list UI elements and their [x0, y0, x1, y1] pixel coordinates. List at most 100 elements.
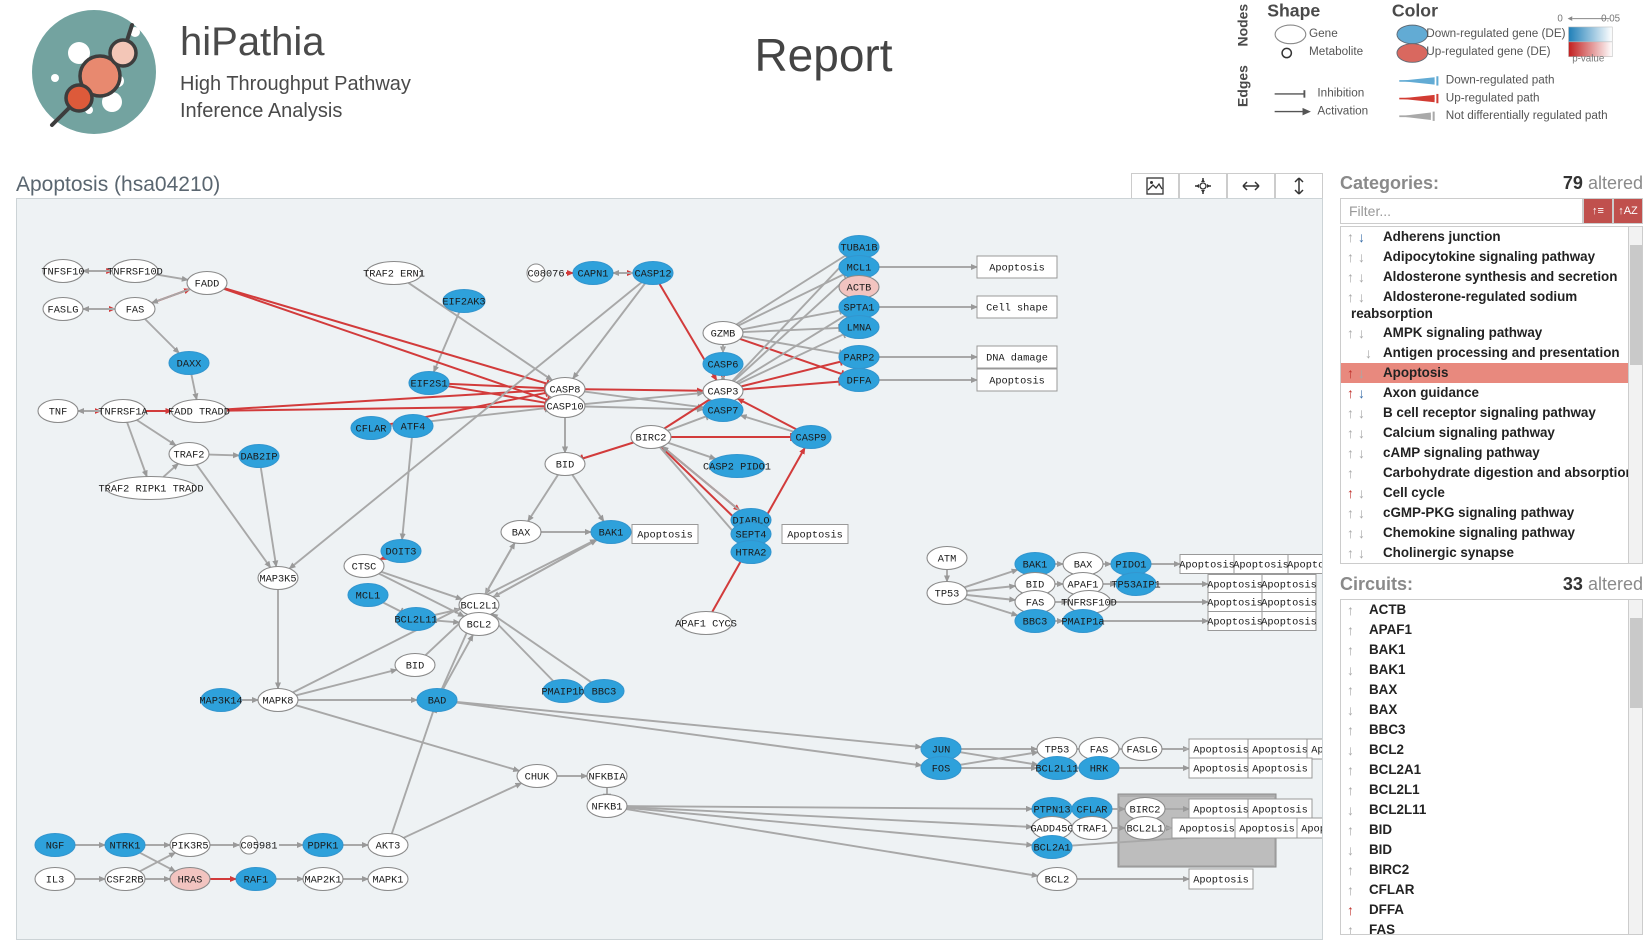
svg-text:EIF2AK3: EIF2AK3 [442, 297, 485, 309]
svg-text:LMNA: LMNA [847, 323, 873, 335]
svg-text:PTPN13: PTPN13 [1033, 805, 1070, 817]
svg-text:Apoptosis: Apoptosis [787, 530, 843, 542]
svg-text:BID: BID [406, 661, 425, 673]
svg-text:HTRA2: HTRA2 [736, 548, 767, 560]
svg-text:BAK1: BAK1 [599, 528, 624, 540]
svg-text:TRAF2: TRAF2 [174, 450, 205, 462]
svg-text:Apoptosis: Apoptosis [1252, 745, 1308, 757]
svg-text:PIK3R5: PIK3R5 [171, 841, 208, 853]
svg-text:TP53: TP53 [1045, 745, 1070, 757]
svg-text:APAF1 CYCS: APAF1 CYCS [675, 619, 737, 631]
svg-text:Apoptosis: Apoptosis [1207, 580, 1263, 592]
svg-text:BCL2L1: BCL2L1 [460, 601, 497, 613]
svg-text:BCL2: BCL2 [1045, 875, 1070, 887]
svg-text:BCL2L11: BCL2L11 [394, 615, 437, 627]
svg-text:BBC3: BBC3 [592, 687, 617, 699]
svg-text:Apoptosis: Apoptosis [1252, 805, 1308, 817]
svg-text:C05981: C05981 [240, 841, 277, 853]
svg-text:HRAS: HRAS [178, 875, 203, 887]
svg-text:CASP7: CASP7 [708, 406, 739, 418]
svg-text:DFFA: DFFA [847, 376, 873, 388]
svg-text:TUBA1B: TUBA1B [840, 243, 877, 255]
svg-text:BAX: BAX [512, 528, 531, 540]
svg-text:JUN: JUN [932, 745, 951, 757]
svg-text:Apoptosis: Apoptosis [1239, 824, 1295, 836]
svg-text:Cell shape: Cell shape [986, 303, 1048, 315]
svg-text:BID: BID [556, 460, 575, 472]
svg-text:BAK1: BAK1 [1023, 560, 1048, 572]
svg-text:HRK: HRK [1090, 764, 1109, 776]
svg-text:Apoptosis: Apoptosis [1311, 745, 1323, 757]
svg-text:SPTA1: SPTA1 [844, 303, 875, 315]
svg-text:Apoptosis: Apoptosis [1301, 824, 1323, 836]
svg-text:IL3: IL3 [46, 875, 65, 887]
svg-text:CASP3: CASP3 [708, 387, 739, 399]
svg-text:BID: BID [1026, 580, 1045, 592]
svg-text:DAXX: DAXX [177, 359, 202, 371]
svg-text:Apoptosis: Apoptosis [637, 530, 693, 542]
svg-text:TP53: TP53 [935, 589, 960, 601]
svg-text:MAP2K1: MAP2K1 [304, 875, 341, 887]
svg-text:Apoptosis: Apoptosis [1207, 617, 1263, 629]
svg-text:PMAIP1b: PMAIP1b [541, 687, 584, 699]
svg-text:ACTB: ACTB [847, 283, 872, 295]
svg-text:DAB2IP: DAB2IP [240, 452, 277, 464]
svg-text:BCL2L11: BCL2L11 [1035, 764, 1078, 776]
svg-text:MCL1: MCL1 [847, 263, 872, 275]
svg-text:AKT3: AKT3 [376, 841, 401, 853]
svg-text:CAPN1: CAPN1 [578, 269, 609, 281]
svg-text:CSF2RB: CSF2RB [106, 875, 143, 887]
svg-text:PDPK1: PDPK1 [308, 841, 339, 853]
svg-text:BAX: BAX [1074, 560, 1093, 572]
svg-text:TNF: TNF [49, 407, 68, 419]
svg-text:FASLG: FASLG [48, 305, 79, 317]
svg-text:MAPK1: MAPK1 [373, 875, 404, 887]
svg-text:PIDO1: PIDO1 [1116, 560, 1147, 572]
svg-text:BCL2: BCL2 [467, 620, 492, 632]
svg-text:NTRK1: NTRK1 [110, 841, 141, 853]
svg-text:MCL1: MCL1 [356, 591, 381, 603]
svg-text:TP53AIP1: TP53AIP1 [1111, 580, 1160, 592]
svg-text:BCL2A1: BCL2A1 [1033, 843, 1070, 855]
svg-text:BIRC2: BIRC2 [1130, 805, 1161, 817]
svg-text:Apoptosis: Apoptosis [1193, 875, 1249, 887]
svg-text:Apoptosis: Apoptosis [989, 263, 1045, 275]
svg-text:ATF4: ATF4 [401, 422, 426, 434]
svg-text:CASP12: CASP12 [634, 269, 671, 281]
svg-text:TNFRSF10D: TNFRSF10D [107, 267, 163, 279]
svg-text:NFKBIA: NFKBIA [588, 772, 626, 784]
svg-text:Apoptosis: Apoptosis [1193, 805, 1249, 817]
svg-text:TNFSF10: TNFSF10 [41, 267, 84, 279]
svg-text:Apoptosis: Apoptosis [1287, 560, 1323, 572]
svg-text:NFKB1: NFKB1 [592, 802, 623, 814]
svg-text:BAD: BAD [428, 696, 447, 708]
svg-text:DOIT3: DOIT3 [386, 547, 417, 559]
svg-text:NGF: NGF [46, 841, 65, 853]
svg-text:FAS: FAS [126, 305, 145, 317]
svg-text:ATM: ATM [938, 554, 957, 566]
svg-text:TNFRSF1A: TNFRSF1A [98, 407, 148, 419]
svg-text:CASP10: CASP10 [546, 402, 583, 414]
svg-text:Apoptosis: Apoptosis [1252, 764, 1308, 776]
svg-text:Apoptosis: Apoptosis [1179, 560, 1235, 572]
svg-text:APAF1: APAF1 [1068, 580, 1099, 592]
svg-text:MAP3K5: MAP3K5 [259, 574, 296, 586]
svg-text:BBC3: BBC3 [1023, 617, 1048, 629]
svg-text:CTSC: CTSC [352, 562, 377, 574]
svg-text:Apoptosis: Apoptosis [1193, 745, 1249, 757]
svg-text:CFLAR: CFLAR [1077, 805, 1108, 817]
svg-text:CASP9: CASP9 [796, 433, 827, 445]
svg-text:EIF2S1: EIF2S1 [410, 379, 447, 391]
svg-text:PMAIP1a: PMAIP1a [1061, 617, 1104, 629]
svg-text:Apoptosis: Apoptosis [989, 376, 1045, 388]
svg-text:CFLAR: CFLAR [356, 424, 387, 436]
svg-text:GZMB: GZMB [711, 329, 736, 341]
svg-text:SEPT4: SEPT4 [736, 530, 767, 542]
svg-text:C08076: C08076 [527, 269, 564, 281]
svg-text:FADD: FADD [195, 279, 220, 291]
svg-text:GADD45G: GADD45G [1030, 824, 1073, 836]
svg-text:Apoptosis: Apoptosis [1261, 617, 1317, 629]
svg-text:Apoptosis: Apoptosis [1193, 764, 1249, 776]
svg-text:FADD TRADD: FADD TRADD [168, 407, 230, 419]
svg-text:Apoptosis: Apoptosis [1261, 598, 1317, 610]
